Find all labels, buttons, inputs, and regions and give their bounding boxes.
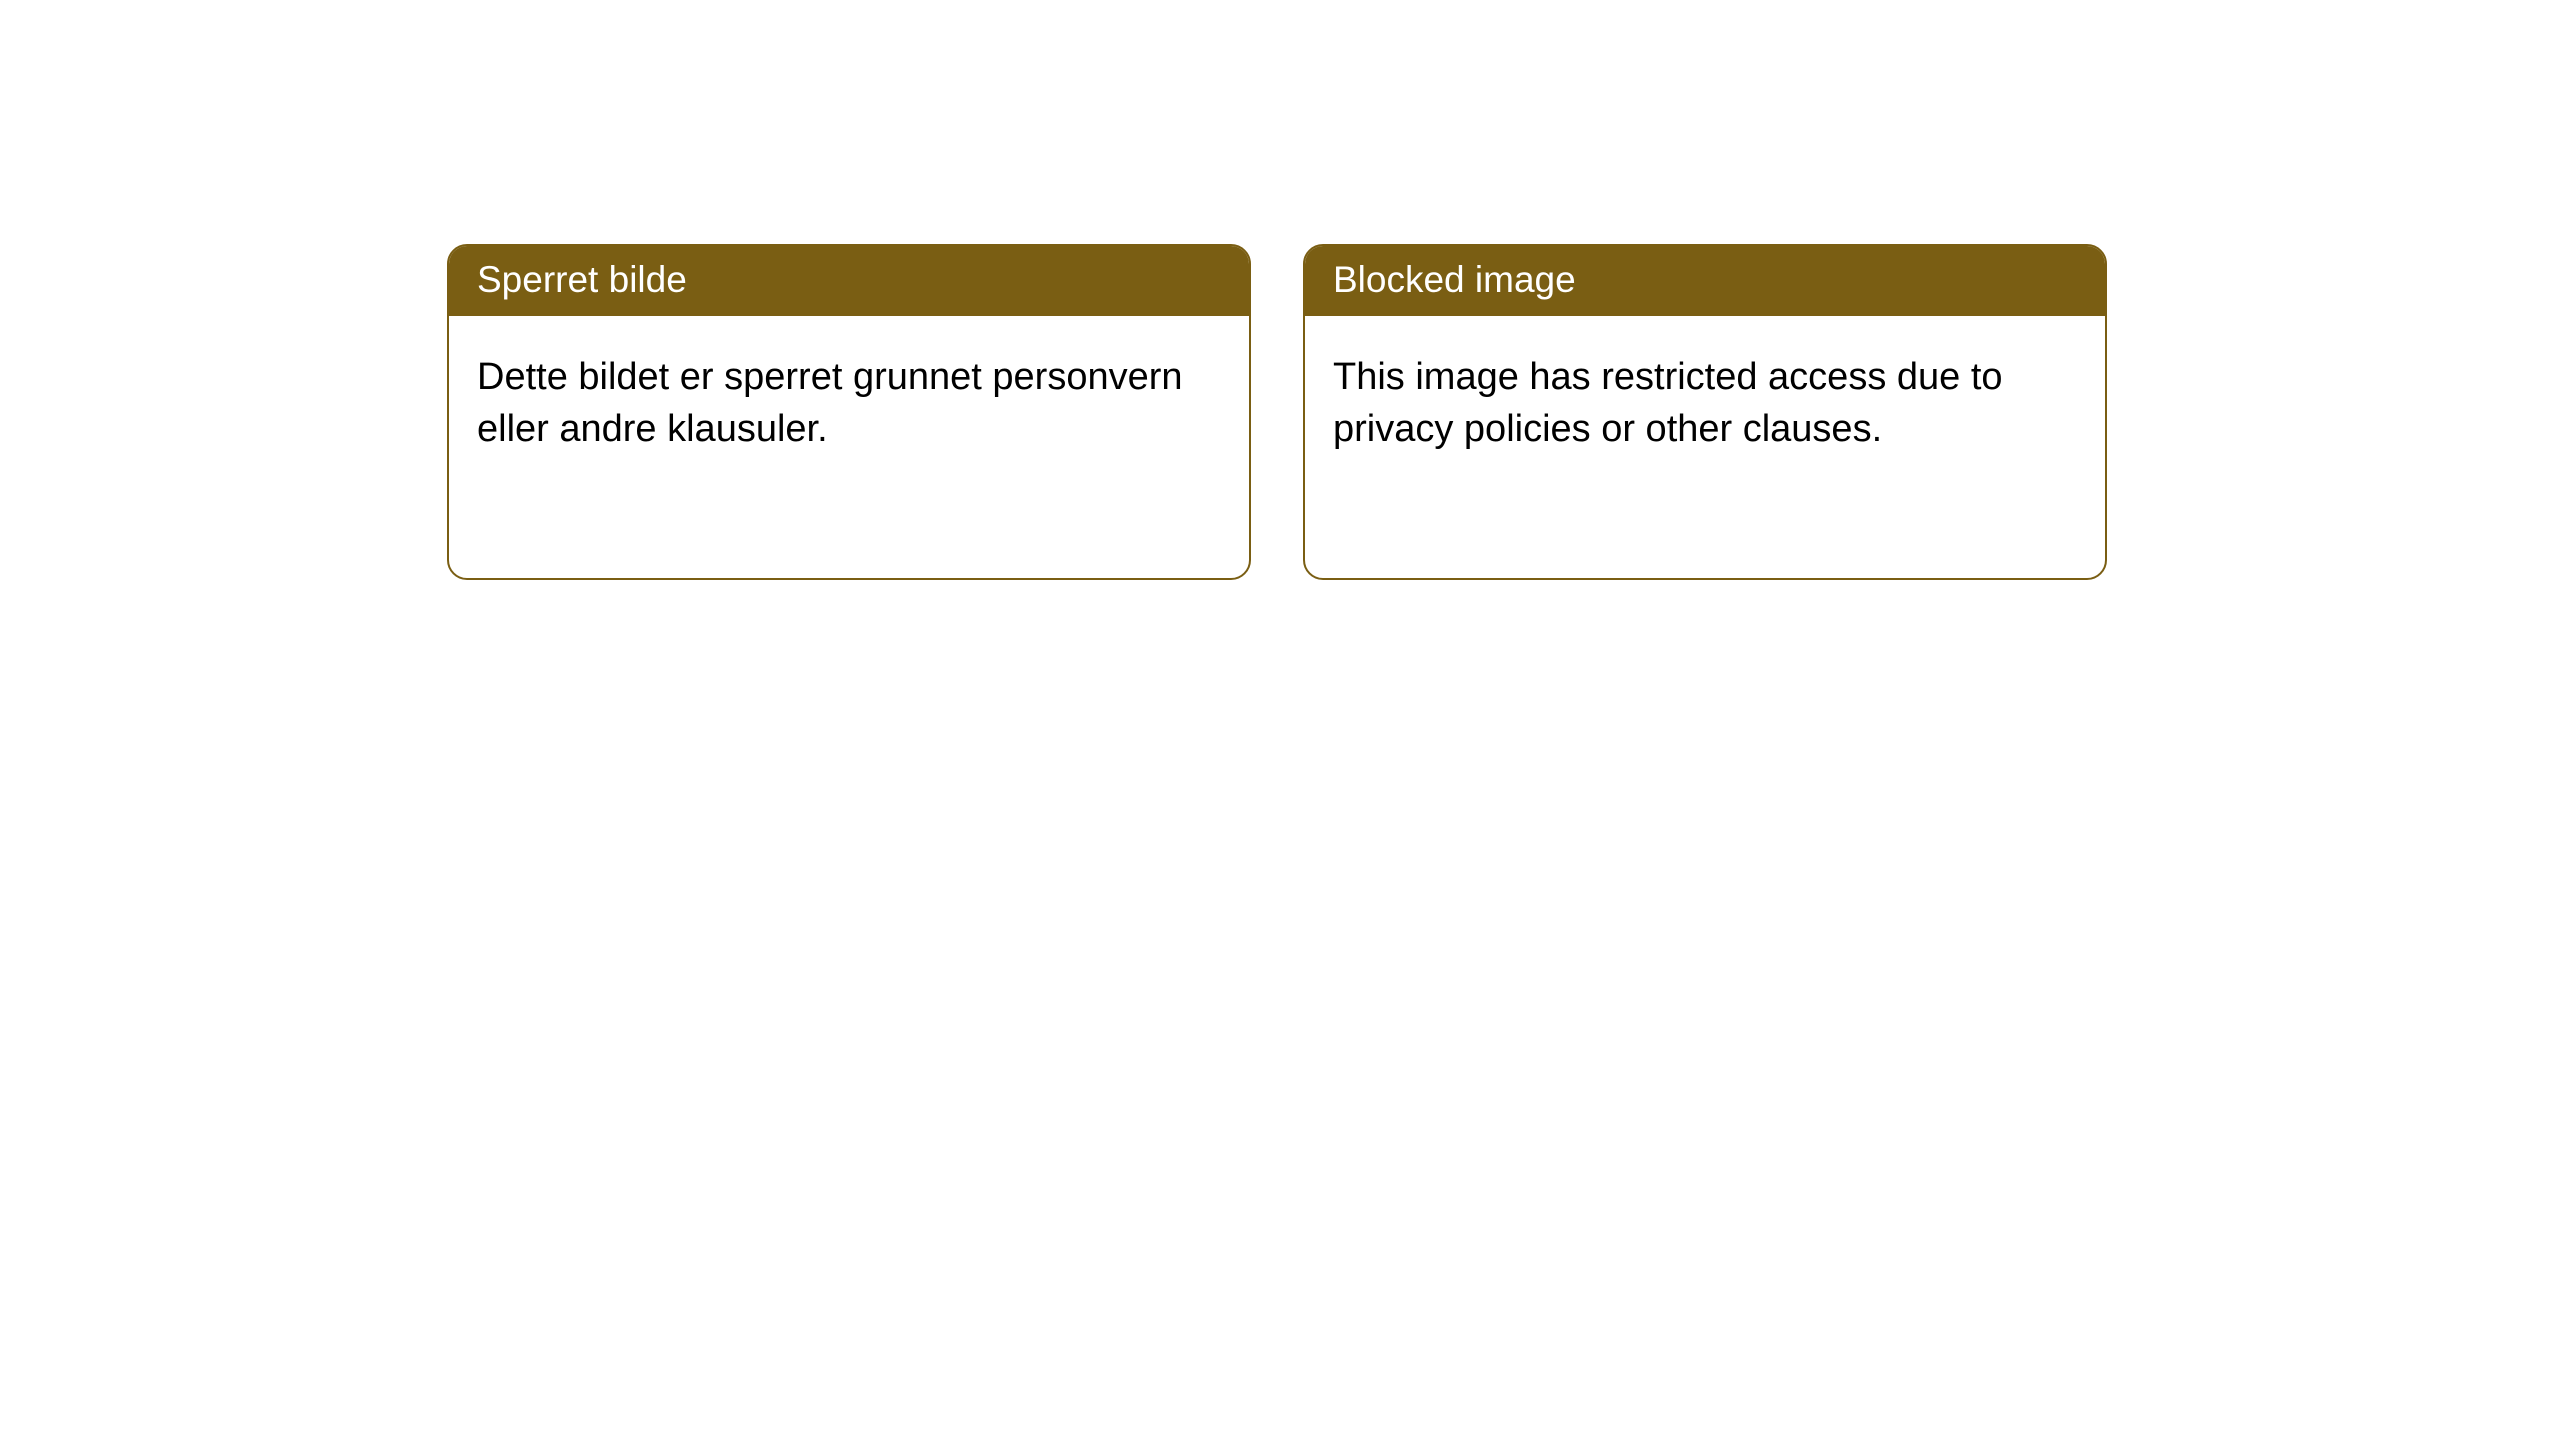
blocked-image-card-en: Blocked image This image has restricted … (1303, 244, 2107, 580)
blocked-image-card-no: Sperret bilde Dette bildet er sperret gr… (447, 244, 1251, 580)
notice-cards-container: Sperret bilde Dette bildet er sperret gr… (0, 0, 2560, 580)
card-title: Sperret bilde (477, 259, 687, 300)
card-header: Blocked image (1305, 246, 2105, 316)
card-body-text: Dette bildet er sperret grunnet personve… (477, 356, 1183, 449)
card-header: Sperret bilde (449, 246, 1249, 316)
card-title: Blocked image (1333, 259, 1576, 300)
card-body: This image has restricted access due to … (1305, 316, 2105, 483)
card-body: Dette bildet er sperret grunnet personve… (449, 316, 1249, 483)
card-body-text: This image has restricted access due to … (1333, 356, 2003, 449)
